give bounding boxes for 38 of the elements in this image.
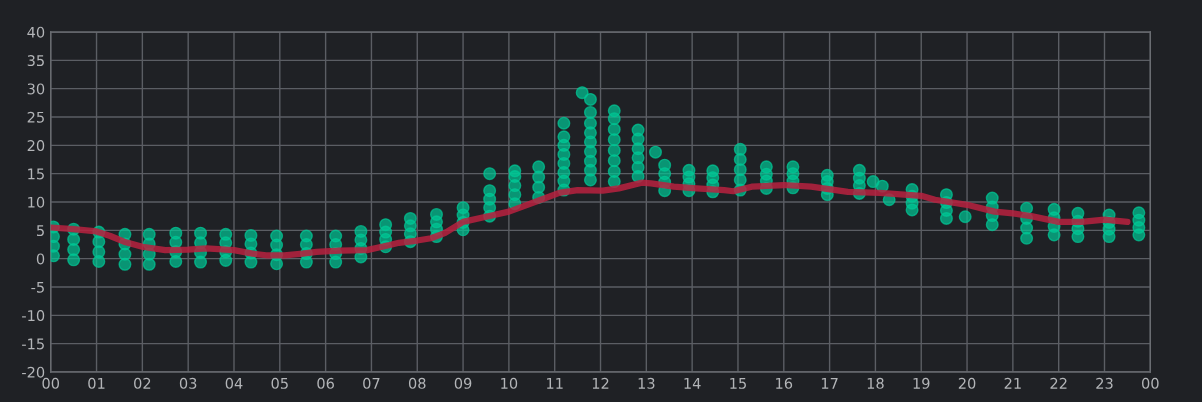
x-tick-label: 10: [501, 377, 518, 389]
y-tick-label: -20: [22, 366, 45, 378]
x-tick-label: 12: [592, 377, 609, 389]
y-tick-label: -15: [22, 338, 44, 350]
x-tick-label: 21: [1004, 377, 1021, 389]
x-tick-label: 04: [225, 377, 243, 389]
x-tick-label: 00: [42, 377, 60, 389]
y-tick-label: 20: [27, 140, 45, 152]
y-tick-label: 0: [36, 253, 45, 265]
y-tick-label: 25: [27, 111, 44, 123]
y-tick-label: 10: [28, 196, 45, 208]
x-tick-label: 23: [1096, 377, 1113, 389]
x-tick-label: 01: [88, 377, 105, 389]
x-tick-label: 02: [134, 377, 151, 389]
y-tick-label: 15: [28, 168, 44, 180]
x-tick-label: 07: [363, 377, 380, 389]
y-tick-label: -10: [22, 310, 45, 322]
x-tick-label: 05: [271, 377, 288, 389]
y-tick-label: 30: [27, 83, 45, 95]
x-tick-label: 00: [1142, 377, 1159, 389]
x-tick-label: 08: [408, 377, 426, 389]
x-tick-label: 03: [179, 377, 197, 389]
x-tick-label: 19: [913, 377, 930, 389]
x-tick-label: 11: [547, 378, 563, 389]
y-tick-label: -5: [31, 281, 44, 293]
x-tick-label: 15: [730, 378, 746, 389]
x-tick-label: 06: [317, 377, 334, 389]
x-tick-label: 20: [958, 377, 976, 389]
x-tick-label: 09: [454, 377, 472, 389]
x-tick-label: 22: [1050, 377, 1067, 389]
y-tick-label: 35: [27, 55, 44, 67]
x-tick-label: 17: [821, 378, 838, 389]
x-tick-label: 18: [867, 377, 884, 389]
y-tick-label: 40: [27, 26, 45, 38]
x-tick-label: 16: [776, 377, 793, 389]
x-tick-label: 13: [638, 377, 655, 389]
x-tick-label: 14: [684, 378, 701, 389]
y-tick-label: 5: [37, 225, 44, 237]
